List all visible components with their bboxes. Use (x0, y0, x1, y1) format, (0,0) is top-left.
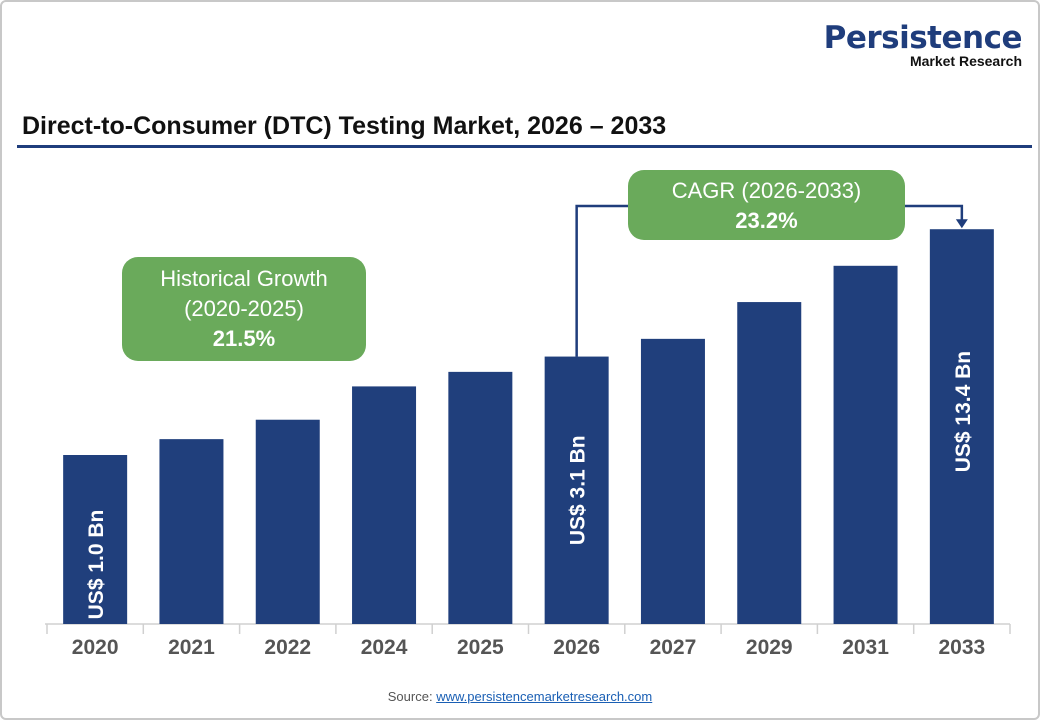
x-tick-label: 2021 (168, 636, 215, 659)
bar-2024 (352, 386, 417, 624)
cagr-connector-left (575, 204, 628, 357)
title-divider (17, 145, 1032, 148)
logo-primary: Persistence (823, 20, 1023, 56)
bar-2020 (63, 455, 128, 624)
bar-2027 (640, 338, 705, 624)
historical-growth-box-text: (2020-2025) (184, 296, 304, 321)
logo-secondary: Market Research (909, 53, 1022, 69)
source-label: Source: (387, 689, 433, 704)
x-tick-label: 2020 (72, 636, 119, 659)
x-tick-label: 2029 (746, 636, 793, 659)
x-tick-label: 2026 (553, 636, 600, 659)
source-note: Source: www.persistencemarketresearch.co… (2, 689, 1038, 704)
x-tick-label: 2024 (361, 636, 408, 659)
bar-2022 (255, 419, 320, 624)
x-tick-label: 2033 (938, 636, 985, 659)
x-tick-label: 2027 (650, 636, 697, 659)
data-label-2033: US$ 13.4 Bn (952, 351, 975, 472)
x-tick-label: 2022 (264, 636, 311, 659)
chart-title: Direct-to-Consumer (DTC) Testing Market,… (22, 112, 667, 140)
cagr-box-value: 23.2% (735, 208, 797, 233)
bar-2033 (929, 229, 994, 625)
data-label-2020: US$ 1.0 Bn (85, 510, 108, 620)
cagr-box (628, 170, 905, 240)
historical-growth-box-value: 21.5% (213, 326, 275, 351)
bar-2026 (544, 356, 609, 624)
logo: Persistence Market Research (823, 20, 1023, 69)
historical-growth-box (122, 257, 366, 361)
x-tick-label: 2025 (457, 636, 504, 659)
bar-2031 (833, 265, 898, 624)
arrow-head-icon (955, 219, 968, 229)
source-link[interactable]: www.persistencemarketresearch.com (436, 689, 653, 704)
cagr-box-text: CAGR (2026-2033) (672, 178, 862, 203)
cagr-connector-right (905, 204, 964, 222)
data-label-2026: US$ 3.1 Bn (567, 435, 590, 545)
x-tick-label: 2031 (842, 636, 889, 659)
historical-growth-box-text: Historical Growth (160, 266, 327, 291)
bar-2025 (448, 371, 513, 624)
bar-2029 (737, 302, 802, 624)
bar-2021 (159, 439, 224, 624)
